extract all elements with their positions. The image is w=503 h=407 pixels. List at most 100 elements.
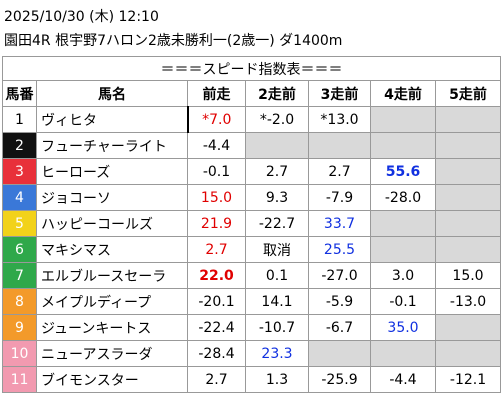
empty-cell — [434, 106, 502, 133]
horse-name: ジョコーソ — [36, 184, 188, 211]
horse-row: 5 ハッピーコールズ 21.9 -22.7 33.7 — [2, 210, 502, 237]
horse-number: 9 — [2, 314, 37, 341]
speed-index: 15.0 — [434, 262, 502, 289]
speed-index: -4.4 — [187, 132, 246, 159]
horse-name: ニューアスラーダ — [36, 340, 188, 367]
horse-row: 11 ブイモンスター 2.7 1.3 -25.9 -4.4 -12.1 — [2, 366, 502, 393]
horse-number: 1 — [2, 106, 37, 133]
horse-name: ヴィヒタ — [36, 106, 188, 133]
speed-index: 2.7 — [245, 158, 309, 185]
empty-cell — [434, 210, 502, 237]
empty-cell — [434, 340, 502, 367]
horse-number: 10 — [2, 340, 37, 367]
column-header: 4走前 — [370, 80, 436, 107]
speed-index: 2.7 — [187, 366, 246, 393]
speed-index: -10.7 — [245, 314, 309, 341]
speed-index: 55.6 — [370, 158, 436, 185]
speed-index: -0.1 — [370, 288, 436, 315]
empty-cell — [434, 158, 502, 185]
horse-name: ブイモンスター — [36, 366, 188, 393]
horse-name: エルブルースセーラ — [36, 262, 188, 289]
speed-index: -5.9 — [308, 288, 371, 315]
horse-number: 5 — [2, 210, 37, 237]
horse-name: ジューンキートス — [36, 314, 188, 341]
empty-cell — [434, 132, 502, 159]
speed-index: -27.0 — [308, 262, 371, 289]
empty-cell — [308, 132, 371, 159]
speed-index: -12.1 — [434, 366, 502, 393]
speed-index: 21.9 — [187, 210, 246, 237]
speed-index: -28.0 — [370, 184, 436, 211]
horse-number: 7 — [2, 262, 37, 289]
speed-index: 25.5 — [308, 236, 371, 263]
speed-index: 2.7 — [187, 236, 246, 263]
horse-number: 3 — [2, 158, 37, 185]
horse-row: 3 ヒーローズ -0.1 2.7 2.7 55.6 — [2, 158, 502, 185]
speed-index: -22.4 — [187, 314, 246, 341]
speed-index: 1.3 — [245, 366, 309, 393]
empty-cell — [370, 236, 436, 263]
speed-index: 取消 — [245, 236, 309, 263]
datetime: 2025/10/30 (木) 12:10 — [4, 9, 159, 25]
horse-row: 6 マキシマス 2.7 取消 25.5 — [2, 236, 502, 263]
speed-index: 23.3 — [245, 340, 309, 367]
speed-index: 14.1 — [245, 288, 309, 315]
horse-row: 1 ヴィヒタ *7.0 *-2.0 *13.0 — [2, 106, 502, 133]
race-info: 園田4R 根宇野7ハロン2歳未勝利一(2歳一) ダ1400m — [4, 33, 343, 49]
horse-number: 8 — [2, 288, 37, 315]
speed-index: -0.1 — [187, 158, 246, 185]
empty-cell — [308, 340, 371, 367]
speed-index: -28.4 — [187, 340, 246, 367]
horse-name: メイプルディープ — [36, 288, 188, 315]
speed-index: 15.0 — [187, 184, 246, 211]
speed-index: 35.0 — [370, 314, 436, 341]
horse-number: 4 — [2, 184, 37, 211]
horse-row: 4 ジョコーソ 15.0 9.3 -7.9 -28.0 — [2, 184, 502, 211]
speed-index: *13.0 — [308, 106, 371, 133]
column-header: 馬名 — [36, 80, 188, 107]
empty-cell — [370, 340, 436, 367]
empty-cell — [434, 236, 502, 263]
horse-row: 7 エルブルースセーラ 22.0 0.1 -27.0 3.0 15.0 — [2, 262, 502, 289]
speed-index: -7.9 — [308, 184, 371, 211]
table-title: ＝＝＝スピード指数表＝＝＝ — [1, 56, 502, 81]
speed-index: 22.0 — [187, 262, 246, 289]
horse-row: 8 メイプルディープ -20.1 14.1 -5.9 -0.1 -13.0 — [2, 288, 502, 315]
empty-cell — [245, 132, 309, 159]
horse-name: マキシマス — [36, 236, 188, 263]
speed-index: 3.0 — [370, 262, 436, 289]
empty-cell — [370, 210, 436, 237]
empty-cell — [434, 314, 502, 341]
speed-index: -13.0 — [434, 288, 502, 315]
horse-row: 9 ジューンキートス -22.4 -10.7 -6.7 35.0 — [2, 314, 502, 341]
speed-index: 2.7 — [308, 158, 371, 185]
horse-name: フューチャーライト — [36, 132, 188, 159]
speed-index: -4.4 — [370, 366, 436, 393]
column-header: 3走前 — [308, 80, 371, 107]
horse-name: ハッピーコールズ — [36, 210, 188, 237]
horse-name: ヒーローズ — [36, 158, 188, 185]
horse-row: 10 ニューアスラーダ -28.4 23.3 — [2, 340, 502, 367]
horse-number: 6 — [2, 236, 37, 263]
empty-cell — [370, 132, 436, 159]
column-header: 2走前 — [245, 80, 309, 107]
speed-index: -6.7 — [308, 314, 371, 341]
speed-index: -22.7 — [245, 210, 309, 237]
column-header: 5走前 — [434, 80, 502, 107]
speed-index: -20.1 — [187, 288, 246, 315]
horse-number: 11 — [2, 366, 37, 393]
speed-index: -25.9 — [308, 366, 371, 393]
speed-index: 9.3 — [245, 184, 309, 211]
speed-index: 0.1 — [245, 262, 309, 289]
speed-index: *7.0 — [186, 106, 246, 133]
speed-index: 33.7 — [308, 210, 371, 237]
speed-index: *-2.0 — [245, 106, 309, 133]
column-header: 前走 — [187, 80, 246, 107]
column-header: 馬番 — [2, 80, 37, 107]
empty-cell — [370, 106, 436, 133]
horse-row: 2 フューチャーライト -4.4 — [2, 132, 502, 159]
speed-table: ＝＝＝スピード指数表＝＝＝ 馬番 馬名 前走 2走前 3走前 4走前 5走前 1 ヴィヒタ *7… — [1, 56, 502, 393]
horse-number: 2 — [2, 132, 37, 159]
empty-cell — [434, 184, 502, 211]
